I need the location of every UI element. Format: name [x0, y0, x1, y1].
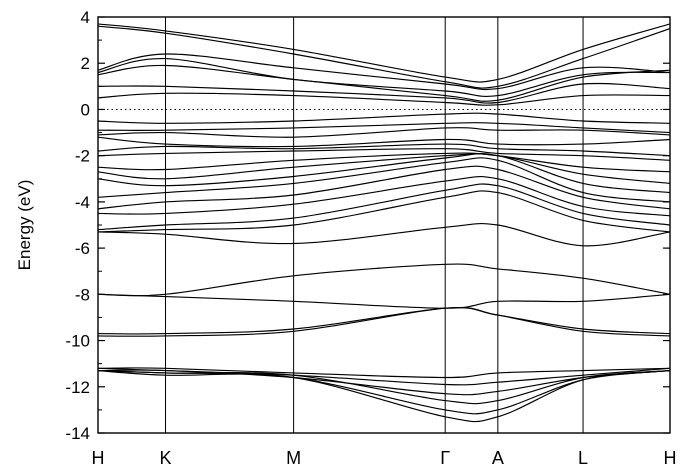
k-point-label: H [92, 448, 105, 468]
band-line-4 [98, 64, 670, 102]
band-line-15 [98, 153, 670, 194]
k-point-label: A [492, 448, 504, 468]
y-tick-label: 0 [81, 100, 90, 119]
k-point-label: H [664, 448, 677, 468]
plot-frame [97, 16, 671, 434]
band-line-24 [98, 307, 670, 335]
band-line-23 [98, 293, 670, 309]
k-point-label: L [578, 448, 588, 468]
k-point-label: M [286, 448, 301, 468]
band-line-14 [98, 153, 670, 184]
band-line-31 [98, 370, 670, 423]
y-axis-ticks: 4 2 0 -2 -4 -6 -8 -10 -12 -14 [65, 8, 670, 443]
band-line-26 [98, 367, 670, 379]
band-line-9 [98, 127, 670, 138]
band-line-2 [98, 53, 670, 91]
y-tick-label: -14 [65, 424, 90, 443]
y-tick-label: 2 [81, 54, 90, 73]
band-line-22 [98, 263, 670, 297]
band-line-19 [98, 183, 670, 231]
band-line-6 [98, 92, 670, 106]
y-tick-label: -8 [75, 285, 90, 304]
band-line-7 [98, 112, 670, 124]
y-tick-label: -4 [75, 193, 90, 212]
band-line-17 [98, 165, 670, 210]
y-tick-label: -10 [65, 332, 90, 351]
band-line-12 [98, 148, 670, 161]
band-line-21 [98, 222, 670, 247]
y-tick-label: -2 [75, 147, 90, 166]
band-line-16 [98, 157, 670, 203]
band-line-0 [98, 23, 670, 83]
band-line-13 [98, 152, 670, 173]
band-line-5 [98, 82, 670, 104]
band-line-18 [98, 175, 670, 217]
band-line-20 [98, 190, 670, 233]
energy-bands [98, 23, 670, 423]
band-line-3 [98, 58, 670, 97]
band-line-10 [98, 136, 670, 148]
k-point-label: K [159, 448, 171, 468]
band-line-11 [98, 143, 670, 157]
band-line-8 [98, 122, 670, 134]
band-line-1 [98, 25, 670, 89]
y-tick-label: -6 [75, 239, 90, 258]
k-point-label: Γ [440, 448, 450, 468]
y-tick-label: 4 [81, 8, 90, 27]
y-axis-label: Energy (eV) [15, 180, 34, 271]
y-tick-label: -12 [65, 378, 90, 397]
band-line-25 [98, 306, 670, 337]
